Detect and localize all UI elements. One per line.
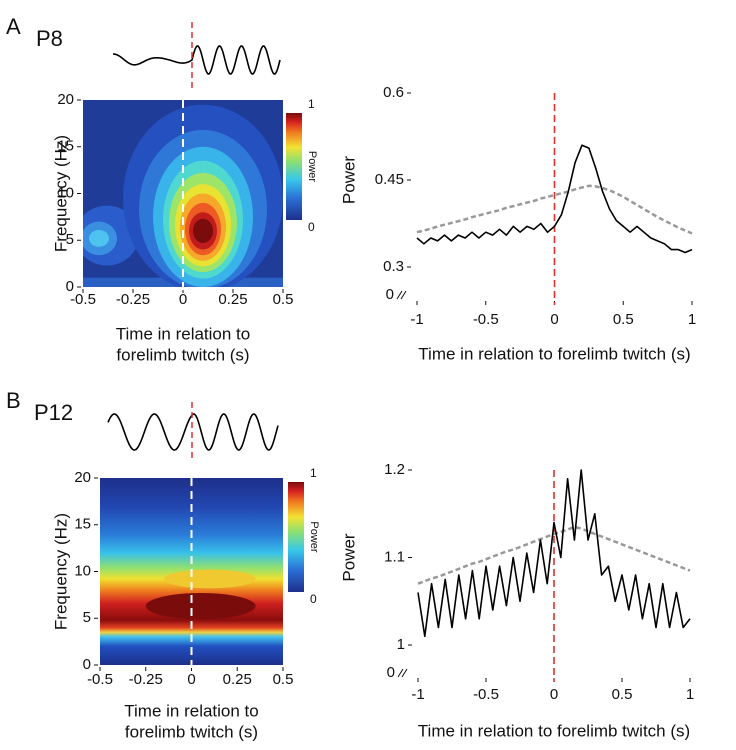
lfp-trace <box>113 45 281 75</box>
x-tick-label: -0.25 <box>116 291 150 308</box>
x-tick-label: -0.5 <box>70 291 96 308</box>
x-tick-label: 0 <box>187 671 195 688</box>
y-tick-label: 20 <box>57 91 74 108</box>
y-axis-label: Power <box>339 156 358 205</box>
lfp-trace <box>107 413 279 451</box>
y-tick-label: 0 <box>66 278 74 295</box>
x-tick-label: 1 <box>686 686 694 703</box>
axis-break-label: 0 <box>387 664 395 681</box>
axis-break <box>396 290 407 300</box>
y-tick-label: 0.6 <box>383 84 404 101</box>
axis-break-label: 0 <box>386 286 394 303</box>
axis-break <box>397 668 408 678</box>
y-axis-label: Power <box>339 533 358 582</box>
y-tick-label: 5 <box>66 231 74 248</box>
colorbar-tick-label: 0 <box>308 220 315 234</box>
y-tick-label: 10 <box>74 562 91 579</box>
y-tick-label: 0 <box>83 656 91 673</box>
spectrogram-region <box>145 593 256 620</box>
x-tick-label: -1 <box>411 686 424 703</box>
x-tick-label: -0.5 <box>473 686 499 703</box>
spectrogram-region <box>89 229 109 247</box>
y-tick-label: 1.1 <box>384 548 405 565</box>
x-tick-label: 0.5 <box>612 686 633 703</box>
x-tick-label: -0.25 <box>129 671 163 688</box>
colorbar-tick-label: 0 <box>310 592 317 606</box>
panel-age: P8 <box>36 26 63 51</box>
y-tick-label: 1.2 <box>384 461 405 478</box>
colorbar <box>286 113 302 220</box>
x-tick-label: 1 <box>688 311 696 328</box>
y-tick-label: 15 <box>57 138 74 155</box>
x-tick-label: 0.25 <box>223 671 252 688</box>
x-tick-label: -0.5 <box>473 311 499 328</box>
spectrogram <box>83 100 283 287</box>
panel-letter: A <box>6 14 21 39</box>
x-tick-label: -1 <box>410 311 423 328</box>
x-axis-label: Time in relation to forelimb twitch (s) <box>418 344 690 363</box>
y-tick-label: 20 <box>74 469 91 486</box>
y-axis-label: Frequency (Hz) <box>51 135 70 252</box>
x-axis-label: Time in relation to <box>116 324 250 343</box>
x-tick-label: -0.5 <box>87 671 113 688</box>
colorbar-label: Power <box>308 521 320 553</box>
x-tick-label: 0.25 <box>218 291 247 308</box>
y-tick-label: 0.45 <box>375 171 404 188</box>
spectrogram-region <box>164 569 256 589</box>
series-line <box>416 144 693 254</box>
y-axis-label: Frequency (Hz) <box>51 513 70 630</box>
panel-letter: B <box>6 388 21 413</box>
colorbar-label: Power <box>306 151 318 183</box>
spectrogram-region <box>193 218 213 244</box>
y-tick-label: 10 <box>57 184 74 201</box>
panel-age: P12 <box>34 400 73 425</box>
y-tick-label: 15 <box>74 516 91 533</box>
x-tick-label: 0.5 <box>273 291 294 308</box>
x-tick-label: 0.5 <box>273 671 294 688</box>
y-tick-label: 5 <box>83 609 91 626</box>
series-line <box>417 525 691 585</box>
x-axis-label: forelimb twitch (s) <box>116 345 249 364</box>
colorbar-tick-label: 1 <box>308 97 315 111</box>
x-axis-label: Time in relation to <box>124 701 258 720</box>
series-line <box>416 184 693 235</box>
colorbar <box>288 482 304 592</box>
x-tick-label: 0.5 <box>613 311 634 328</box>
x-tick-label: 0 <box>179 291 187 308</box>
y-tick-label: 0.3 <box>383 258 404 275</box>
x-axis-label: Time in relation to forelimb twitch (s) <box>418 721 690 740</box>
x-tick-label: 0 <box>550 311 558 328</box>
colorbar-tick-label: 1 <box>310 466 317 480</box>
series-line <box>417 469 691 638</box>
y-tick-label: 1 <box>397 636 405 653</box>
x-axis-label: forelimb twitch (s) <box>125 722 258 741</box>
x-tick-label: 0 <box>550 686 558 703</box>
